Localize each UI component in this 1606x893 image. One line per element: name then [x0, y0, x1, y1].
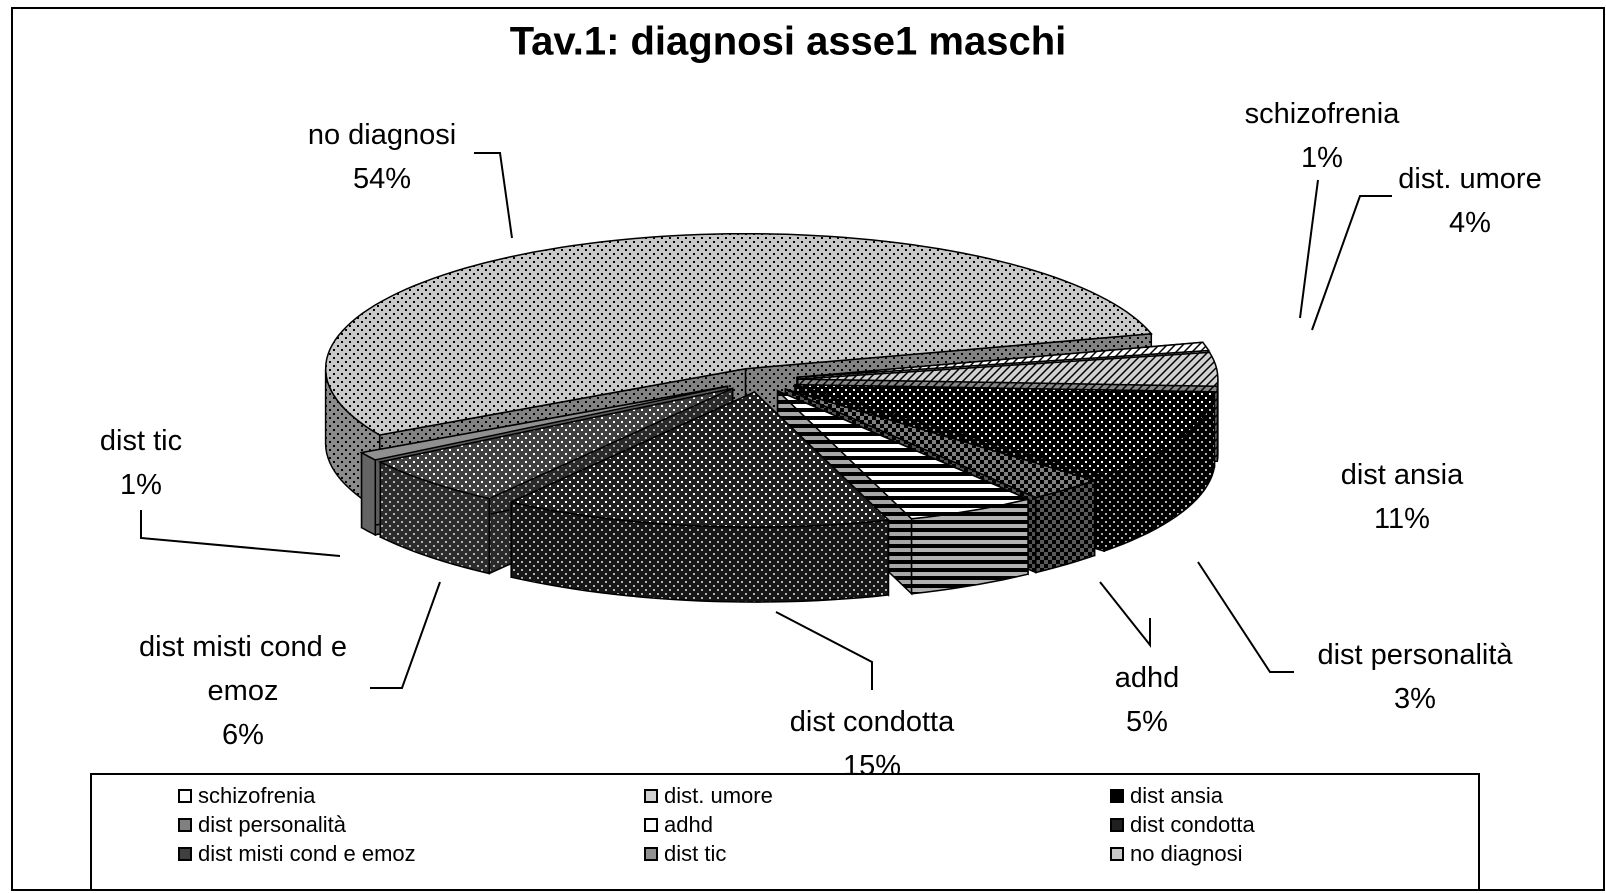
value-label: 11% [1374, 503, 1430, 535]
data-label: dist misti cond e emoz 6% [108, 625, 378, 757]
data-label: dist personalità 3% [1275, 633, 1555, 721]
category-label: dist misti cond e emoz [139, 631, 347, 707]
slice-shade [1104, 391, 1215, 552]
legend-entry: dist ansia [1110, 785, 1223, 807]
legend-entry: schizofrenia [178, 785, 315, 807]
legend-swatch [1110, 789, 1124, 803]
category-label: schizofrenia [1244, 98, 1400, 130]
legend-label: schizofrenia [198, 783, 316, 808]
legend-entry: dist tic [644, 843, 726, 865]
slice [796, 341, 1211, 378]
legend-entry: adhd [644, 814, 713, 836]
slice-shade [380, 462, 490, 574]
legend: schizofrenia dist. umore dist ansia dist pe… [90, 773, 1480, 891]
slice [324, 232, 1153, 436]
leader-line [1311, 195, 1392, 331]
legend-swatch [1110, 847, 1124, 861]
value-label: 6% [222, 719, 264, 751]
data-label: dist ansia 11% [1302, 453, 1502, 541]
slice [777, 390, 1031, 520]
legend-swatch [1110, 818, 1124, 832]
legend-swatch [644, 818, 658, 832]
slice [377, 387, 733, 500]
leader-line [1197, 561, 1294, 673]
leader-line [140, 510, 341, 557]
slice-shade [1217, 379, 1218, 462]
value-label: 54% [352, 163, 412, 195]
legend-label: adhd [664, 812, 713, 837]
legend-swatch [644, 847, 658, 861]
legend-entry: dist misti cond e emoz [178, 843, 416, 865]
value-label: 3% [1394, 683, 1436, 715]
data-label: adhd 5% [1067, 656, 1227, 744]
leader-line [1099, 581, 1151, 648]
category-label: dist personalità [1317, 639, 1513, 671]
slice [508, 391, 891, 528]
slice [359, 385, 728, 461]
legend-label: dist. umore [664, 783, 773, 808]
legend-label: dist misti cond e emoz [198, 841, 416, 866]
slice [785, 388, 1098, 499]
leader-line [370, 581, 441, 689]
legend-label: dist personalità [198, 812, 346, 837]
slice-shade [911, 499, 1028, 594]
value-label: 1% [120, 469, 162, 501]
legend-swatch [178, 789, 192, 803]
value-label: 5% [1126, 706, 1168, 738]
slice-shade [361, 452, 376, 535]
category-label: dist. umore [1398, 163, 1542, 195]
category-label: adhd [1114, 662, 1180, 694]
category-label: dist ansia [1340, 459, 1464, 491]
slice [797, 351, 1219, 387]
legend-swatch [178, 847, 192, 861]
chart-title: Tav.1: diagnosi asse1 maschi [510, 20, 1067, 64]
value-label: 1% [1301, 142, 1343, 174]
slice [794, 383, 1216, 477]
data-label: dist tic 1% [61, 419, 221, 507]
data-label: dist. umore 4% [1360, 157, 1580, 245]
legend-swatch [178, 818, 192, 832]
value-label: 4% [1449, 207, 1491, 239]
data-label: no diagnosi 54% [252, 113, 512, 201]
leader-line [474, 152, 513, 239]
legend-entry: no diagnosi [1110, 843, 1243, 865]
leader-line [775, 611, 873, 690]
legend-swatch [644, 789, 658, 803]
legend-entry: dist. umore [644, 785, 773, 807]
category-label: dist tic [99, 425, 183, 457]
slice-shade [1035, 480, 1095, 573]
legend-label: no diagnosi [1130, 841, 1243, 866]
legend-entry: dist condotta [1110, 814, 1255, 836]
leader-line [1299, 179, 1319, 319]
category-label: dist condotta [789, 706, 955, 738]
pie [324, 232, 1219, 603]
leader-lines [140, 152, 1392, 690]
legend-label: dist tic [664, 841, 727, 866]
category-label: no diagnosi [307, 119, 457, 151]
legend-label: dist ansia [1130, 783, 1223, 808]
legend-label: dist condotta [1130, 812, 1255, 837]
legend-entry: dist personalità [178, 814, 346, 836]
data-label: schizofrenia 1% [1202, 92, 1442, 180]
